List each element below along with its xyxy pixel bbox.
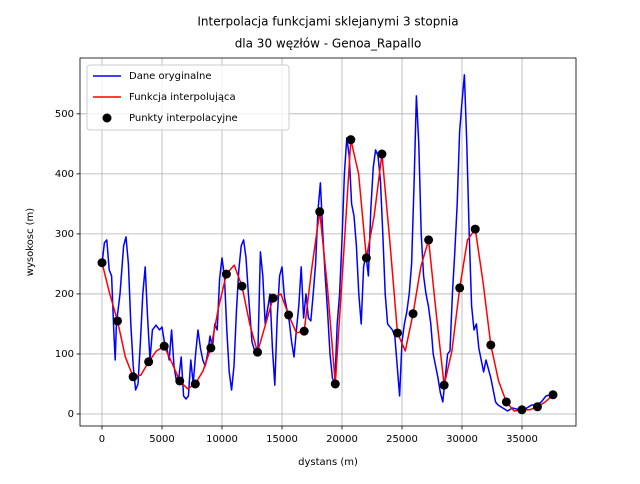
data-point <box>206 343 216 353</box>
data-point <box>439 380 449 390</box>
data-point <box>268 293 278 303</box>
data-point <box>408 309 418 319</box>
data-point <box>113 316 123 326</box>
data-point <box>253 347 263 357</box>
data-point <box>159 341 169 351</box>
data-point <box>377 149 387 159</box>
plot-frame <box>79 57 577 427</box>
legend-marker <box>102 113 112 123</box>
data-point <box>392 328 402 338</box>
y-tick-label: 400 <box>55 169 74 180</box>
data-point <box>517 405 527 415</box>
legend-label: Dane oryginalne <box>129 71 212 82</box>
data-point <box>486 340 496 350</box>
data-point <box>128 372 138 382</box>
legend-box <box>86 64 290 131</box>
data-point <box>501 397 511 407</box>
x-tick-label: 15000 <box>266 434 298 445</box>
data-point <box>299 326 309 336</box>
data-point <box>237 281 247 291</box>
legend-label: Punkty interpolacyjne <box>129 113 238 124</box>
data-line <box>101 138 554 412</box>
y-tick-label: 200 <box>55 289 74 300</box>
y-tick-label: 300 <box>55 229 74 240</box>
data-point <box>548 390 558 400</box>
chart-title: Interpolacja funkcjami sklejanymi 3 stop… <box>197 15 458 29</box>
data-point <box>424 235 434 245</box>
x-tick-label: 5000 <box>149 434 174 445</box>
data-point <box>97 258 107 268</box>
data-point <box>190 379 200 389</box>
x-tick-label: 25000 <box>386 434 418 445</box>
data-point <box>175 376 185 386</box>
x-tick-label: 0 <box>99 434 105 445</box>
data-point <box>330 379 340 389</box>
data-point <box>144 357 154 367</box>
data-point <box>470 224 480 234</box>
chart-title: dla 30 węzłów - Genoa_Rapallo <box>235 37 422 51</box>
data-point <box>284 310 294 320</box>
x-tick-label: 30000 <box>446 434 478 445</box>
data-point <box>315 207 325 217</box>
x-tick-label: 20000 <box>326 434 358 445</box>
x-tick-label: 10000 <box>206 434 238 445</box>
y-tick-label: 0 <box>68 409 74 420</box>
data-point <box>455 283 465 293</box>
data-point <box>346 135 356 145</box>
x-tick-label: 35000 <box>506 434 538 445</box>
legend-label: Funkcja interpolująca <box>129 92 236 103</box>
data-point <box>221 269 231 279</box>
y-axis-label: wysokosc (m) <box>25 208 36 277</box>
x-axis-label: dystans (m) <box>298 457 358 468</box>
data-point <box>532 402 542 412</box>
y-tick-label: 100 <box>55 349 74 360</box>
data-point <box>361 253 371 263</box>
y-tick-label: 500 <box>55 109 74 120</box>
